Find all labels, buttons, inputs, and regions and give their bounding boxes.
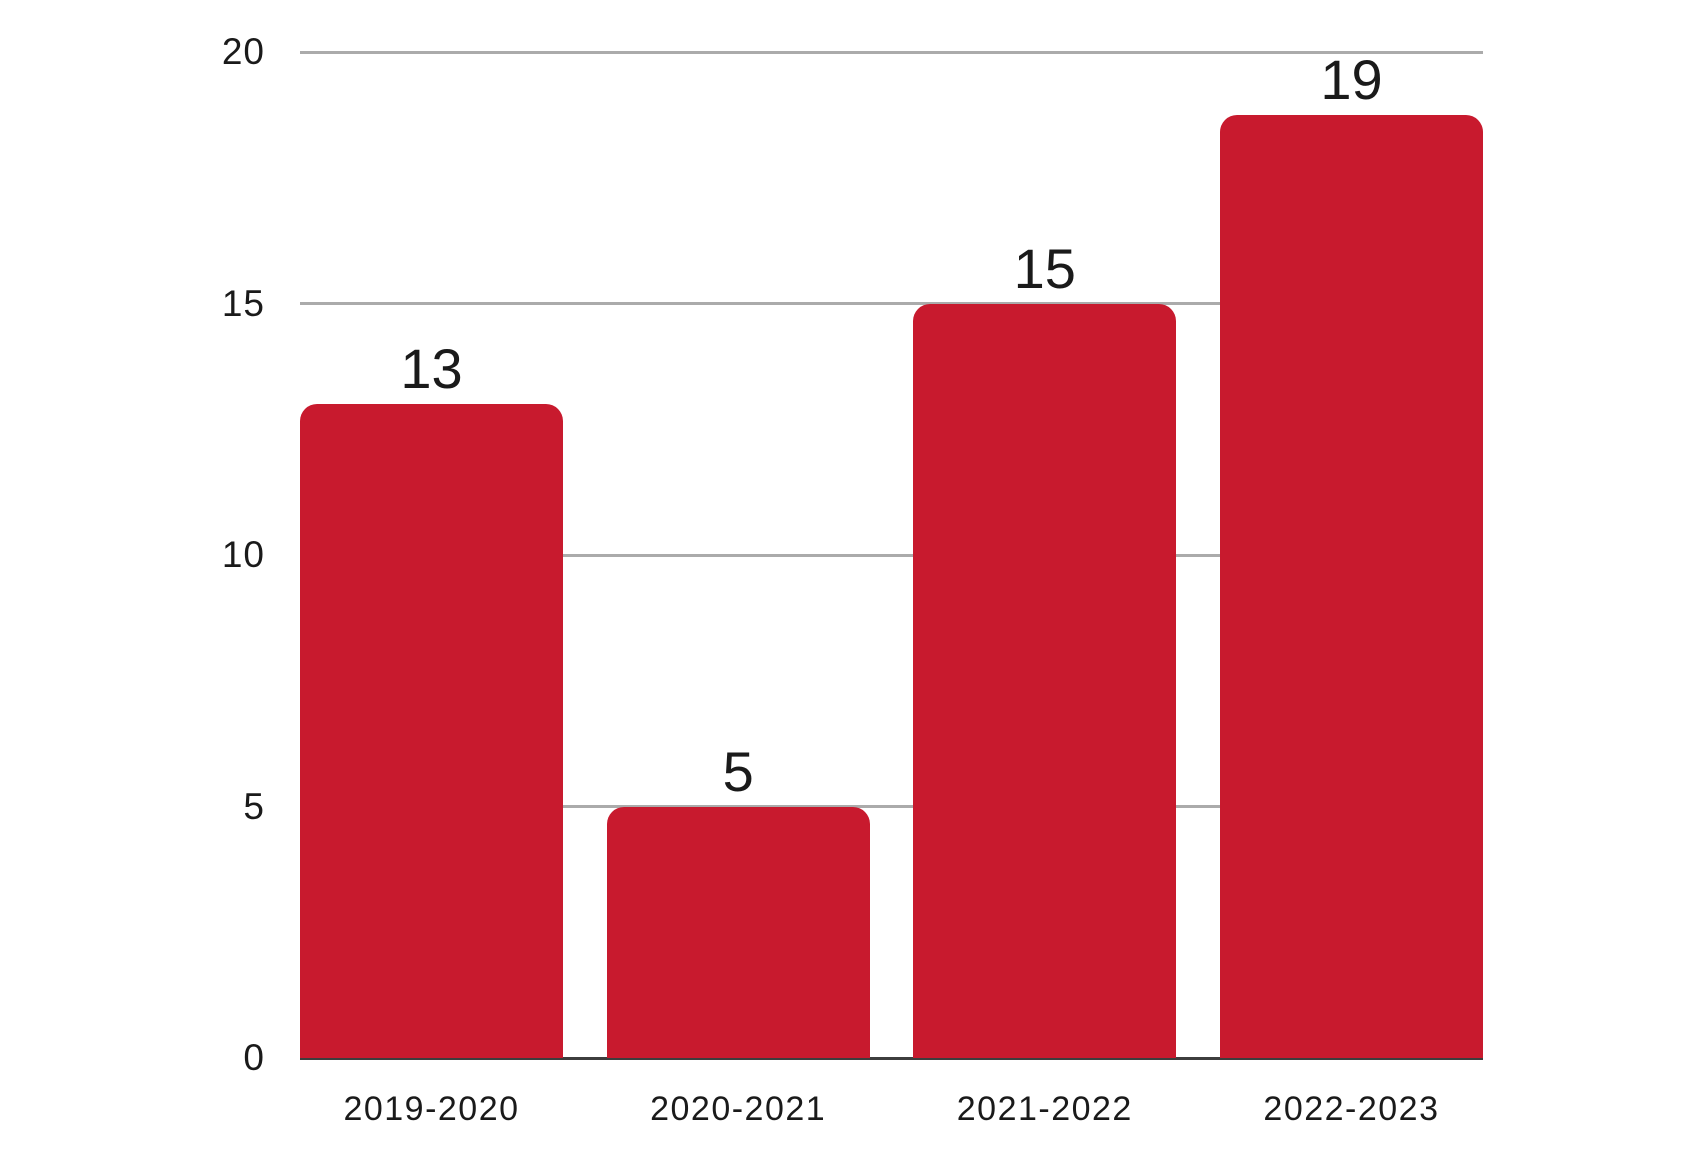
gridline-10 xyxy=(300,553,1483,557)
bar-value-label: 15 xyxy=(1013,236,1076,300)
x-axis-category-label: 2020-2021 xyxy=(650,1090,827,1128)
y-axis-tick-label: 15 xyxy=(221,282,265,324)
bar-column: 13 xyxy=(300,52,563,1058)
bar-column: 15 xyxy=(913,52,1177,1058)
x-axis-category-label: 2022-2023 xyxy=(1263,1090,1440,1128)
y-axis-tick-label: 0 xyxy=(243,1037,265,1078)
bar-2020-2021 xyxy=(606,806,870,1058)
bar-value-label: 19 xyxy=(1320,48,1383,111)
bar-column: 19 xyxy=(1219,48,1483,1058)
bar-2021-2022 xyxy=(913,303,1177,1058)
x-axis: 2019-2020 2020-2021 2021-2022 2022-2023 xyxy=(300,1090,1483,1129)
plot-area: 13 5 15 19 xyxy=(300,50,1483,1060)
bar-2019-2020 xyxy=(300,404,563,1058)
bar-column: 5 xyxy=(606,52,870,1058)
x-axis-line xyxy=(300,1057,1483,1060)
gridline-5 xyxy=(300,805,1483,808)
bar-value-label: 13 xyxy=(400,337,463,401)
bars-container: 13 5 15 19 xyxy=(300,52,1483,1058)
y-axis-tick-label: 20 xyxy=(221,31,265,72)
bar-2022-2023 xyxy=(1219,115,1483,1058)
bar-value-label: 5 xyxy=(722,739,754,803)
y-axis-tick-label: 10 xyxy=(221,534,265,575)
x-axis-category-label: 2021-2022 xyxy=(956,1090,1133,1128)
y-axis-tick-label: 5 xyxy=(243,785,265,827)
y-axis: 0 5 10 15 20 xyxy=(0,31,265,1078)
gridline-15 xyxy=(300,302,1483,305)
gridline-20 xyxy=(300,50,1483,54)
x-axis-category-label: 2019-2020 xyxy=(343,1090,520,1128)
